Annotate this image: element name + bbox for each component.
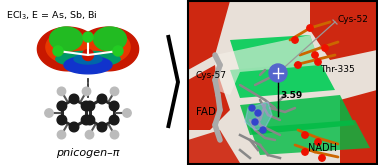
Polygon shape (215, 35, 320, 95)
Bar (188, 1, 377, 164)
Polygon shape (74, 54, 102, 64)
Circle shape (113, 46, 123, 56)
Circle shape (315, 59, 321, 65)
Text: Thr-335: Thr-335 (320, 66, 355, 75)
Polygon shape (188, 65, 230, 130)
Bar (0, 0, 185, 165)
Circle shape (97, 122, 107, 132)
Circle shape (255, 110, 261, 116)
Polygon shape (188, 1, 230, 70)
Circle shape (252, 119, 258, 125)
Circle shape (81, 115, 91, 125)
Circle shape (110, 87, 119, 96)
Circle shape (269, 64, 287, 82)
Circle shape (82, 50, 93, 61)
Circle shape (81, 101, 91, 111)
Circle shape (319, 155, 325, 161)
Circle shape (57, 101, 67, 111)
Bar (188, 1, 377, 164)
Polygon shape (310, 1, 377, 60)
Circle shape (109, 101, 119, 111)
Circle shape (292, 37, 298, 43)
Circle shape (85, 131, 94, 139)
Polygon shape (56, 51, 120, 67)
Circle shape (85, 101, 94, 111)
Circle shape (307, 25, 313, 31)
Text: ECl$_3$, E = As, Sb, Bi: ECl$_3$, E = As, Sb, Bi (6, 9, 98, 21)
Text: FAD: FAD (196, 107, 216, 117)
Circle shape (302, 149, 308, 155)
Polygon shape (37, 27, 99, 71)
Text: Cys-52: Cys-52 (337, 16, 368, 24)
Text: NADH: NADH (308, 143, 337, 153)
Text: pnicogen–π: pnicogen–π (56, 148, 120, 158)
Circle shape (82, 87, 91, 96)
Circle shape (249, 105, 255, 111)
Circle shape (110, 131, 119, 139)
Polygon shape (245, 102, 272, 130)
Polygon shape (250, 120, 370, 155)
Polygon shape (77, 27, 139, 71)
Circle shape (69, 122, 79, 132)
Text: 3.59: 3.59 (280, 90, 302, 99)
Polygon shape (46, 31, 90, 63)
Text: Cys-57: Cys-57 (196, 70, 227, 80)
Circle shape (322, 45, 328, 51)
Circle shape (302, 132, 308, 138)
Polygon shape (50, 27, 82, 51)
Circle shape (57, 87, 66, 96)
Circle shape (123, 109, 131, 117)
Polygon shape (230, 35, 320, 72)
Polygon shape (64, 56, 112, 74)
Circle shape (85, 115, 94, 125)
Polygon shape (86, 31, 130, 63)
Circle shape (57, 131, 66, 139)
Circle shape (260, 127, 266, 133)
Polygon shape (94, 27, 126, 51)
Circle shape (312, 52, 318, 58)
Polygon shape (230, 62, 335, 98)
Circle shape (53, 46, 63, 56)
Circle shape (109, 115, 119, 125)
Polygon shape (340, 90, 377, 163)
Circle shape (69, 94, 79, 104)
Circle shape (97, 94, 107, 104)
Circle shape (57, 115, 67, 125)
Circle shape (45, 109, 53, 117)
Circle shape (83, 32, 93, 42)
Circle shape (295, 62, 301, 68)
Polygon shape (240, 95, 355, 135)
Circle shape (315, 139, 321, 145)
Polygon shape (188, 130, 240, 163)
